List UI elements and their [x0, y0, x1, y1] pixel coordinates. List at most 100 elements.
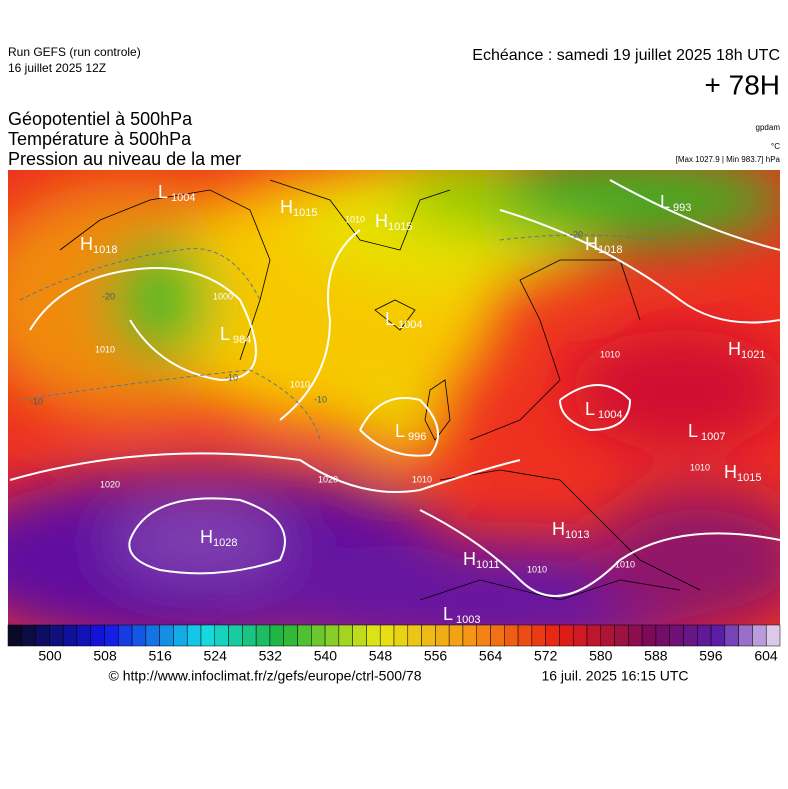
unit-label: °C — [771, 142, 780, 151]
colorbar-swatch — [738, 624, 753, 647]
colorbar-swatch — [21, 624, 36, 647]
colorbar-tick-label: 564 — [479, 648, 503, 664]
isobar-label: 1010 — [527, 564, 547, 574]
pressure-center-type: L — [688, 421, 698, 441]
colorbar-swatch — [655, 624, 670, 647]
isotherm-label: -10 — [225, 372, 238, 382]
colorbar-swatch — [572, 624, 588, 647]
colorbar-swatch — [90, 624, 105, 647]
colorbar-swatch — [131, 624, 147, 647]
colorbar-swatch — [517, 624, 533, 647]
isotherm-label: -20 — [570, 229, 583, 239]
isobar-label: 1020 — [100, 479, 120, 489]
colorbar-swatch — [462, 624, 477, 647]
pressure-center-value: 1007 — [701, 431, 725, 443]
colorbar-swatch — [490, 624, 505, 647]
colorbar-swatch — [421, 624, 436, 647]
colorbar-tick-label: 596 — [699, 648, 723, 664]
pressure-center-type: L — [220, 324, 230, 344]
field-label: Pression au niveau de la mer — [8, 149, 241, 169]
unit-label: [Max 1027.9 | Min 983.7] hPa — [676, 155, 781, 164]
run-label: Run GEFS (run controle) — [8, 45, 141, 59]
isobar-label: 1010 — [412, 474, 432, 484]
pressure-center-value: 1004 — [398, 319, 422, 331]
colorbar-swatch — [614, 624, 629, 647]
pressure-center-value: 996 — [408, 431, 426, 443]
pressure-center-value: 1003 — [456, 614, 480, 626]
isobar-label: 1020 — [318, 474, 338, 484]
pressure-center-type: H — [375, 211, 388, 231]
isobar-label: 1010 — [345, 214, 365, 224]
colorbar-swatch — [104, 624, 119, 647]
colorbar-tick-label: 548 — [369, 648, 393, 664]
isobar-label: 1000 — [213, 291, 233, 301]
isobar-label: 1010 — [290, 379, 310, 389]
pressure-center-value: 1015 — [388, 221, 412, 233]
colorbar-swatch — [531, 624, 546, 647]
pressure-center-type: H — [552, 519, 565, 539]
pressure-center-type: L — [158, 182, 168, 202]
colorbar-swatch — [669, 624, 684, 647]
pressure-center-value: 1021 — [741, 349, 765, 361]
colorbar-swatch — [352, 624, 367, 647]
colorbar-tick-label: 556 — [424, 648, 448, 664]
pressure-center-type: H — [280, 197, 293, 217]
colorbar-tick-label: 516 — [148, 648, 172, 664]
colorbar-swatch — [724, 624, 739, 647]
colorbar-swatch — [311, 624, 326, 647]
colorbar-tick-label: 540 — [314, 648, 338, 664]
colorbar-tick-label: 524 — [204, 648, 228, 664]
colorbar-swatch — [338, 624, 353, 647]
pressure-center-value: 1028 — [213, 537, 237, 549]
pressure-center-type: H — [463, 549, 476, 569]
colorbar-swatch — [504, 624, 519, 647]
colorbar-swatch — [35, 624, 50, 647]
colorbar-swatch — [379, 624, 395, 647]
colorbar-swatch — [435, 624, 450, 647]
colorbar-tick-label: 500 — [38, 648, 62, 664]
source: © http://www.infoclimat.fr/z/gefs/europe… — [108, 668, 421, 684]
pressure-center-type: L — [385, 309, 395, 329]
colorbar-swatch — [173, 624, 188, 647]
colorbar-swatch — [600, 624, 615, 647]
pressure-center-value: 1004 — [171, 192, 195, 204]
pressure-center-type: H — [80, 234, 93, 254]
colorbar-swatch — [269, 624, 284, 647]
field-label: Température à 500hPa — [8, 129, 192, 149]
colorbar-tick-label: 508 — [93, 648, 117, 664]
pressure-center-value: 1011 — [476, 559, 500, 571]
pressure-center-type: H — [200, 527, 213, 547]
lead-time: + 78H — [705, 69, 781, 100]
pressure-center-type: L — [585, 399, 595, 419]
colorbar-swatch — [324, 624, 340, 647]
colorbar-tick-label: 580 — [589, 648, 613, 664]
colorbar-swatch — [228, 624, 243, 647]
isobar-label: 1010 — [690, 462, 710, 472]
colorbar-tick-label: 572 — [534, 648, 558, 664]
colorbar-swatch — [186, 624, 202, 647]
colorbar-swatch — [49, 624, 64, 647]
colorbar-swatch — [214, 624, 229, 647]
pressure-center-value: 1013 — [565, 529, 589, 541]
issued-time: 16 juil. 2025 16:15 UTC — [541, 668, 688, 684]
isobar-label: 1010 — [95, 344, 115, 354]
colorbar-swatch — [683, 624, 698, 647]
pressure-center-value: 1015 — [737, 472, 761, 484]
colorbar-swatch — [559, 624, 574, 647]
colorbar-swatch — [476, 624, 491, 647]
colorbar-swatch — [765, 624, 781, 647]
colorbar-swatch — [697, 624, 712, 647]
unit-label: gpdam — [756, 123, 781, 132]
colorbar-swatch — [393, 624, 409, 647]
pressure-center-type: L — [443, 604, 453, 624]
colorbar-swatch — [159, 624, 174, 647]
colorbar-swatch — [628, 624, 643, 647]
run-date: 16 juillet 2025 12Z — [8, 61, 106, 75]
valid-time: Echéance : samedi 19 juillet 2025 18h UT… — [472, 47, 780, 64]
pressure-center-type: H — [585, 234, 598, 254]
colorbar-tick-label: 532 — [259, 648, 283, 664]
colorbar-swatch — [255, 624, 271, 647]
field-label: Géopotentiel à 500hPa — [8, 109, 193, 129]
colorbar-swatch — [545, 624, 560, 647]
